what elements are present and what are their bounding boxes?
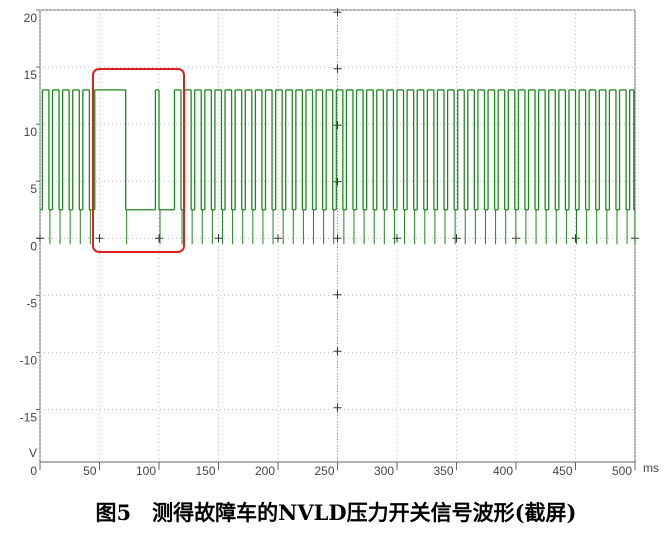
x-tick-label: 50 xyxy=(83,464,97,478)
crosshair xyxy=(333,403,342,412)
crosshair xyxy=(333,121,342,130)
x-tick-label: 500 xyxy=(612,464,632,478)
x-tick-label: 350 xyxy=(433,464,453,478)
y-unit: V xyxy=(29,446,37,460)
crosshair xyxy=(571,234,580,243)
y-tick-label: 10 xyxy=(24,125,38,139)
crosshair xyxy=(274,234,282,243)
y-tick-label: 0 xyxy=(30,239,37,253)
x-tick-label: 250 xyxy=(314,464,334,478)
crosshair xyxy=(333,290,342,299)
grid xyxy=(36,8,639,470)
x-tick-label: 0 xyxy=(30,464,37,478)
x-tick-label: 100 xyxy=(136,464,156,478)
x-tick-label: 300 xyxy=(374,464,394,478)
crosshair xyxy=(333,177,342,186)
y-tick-label: 5 xyxy=(30,182,37,196)
x-tick-label: 200 xyxy=(255,464,275,478)
y-tick-label: -10 xyxy=(20,353,38,367)
crosshair xyxy=(95,234,104,243)
y-tick-label: -5 xyxy=(26,296,37,310)
x-unit: ms xyxy=(643,461,659,475)
caption: 图5 测得故障车的NVLD压力开关信号波形(截屏) xyxy=(96,500,577,525)
y-tick-label: 20 xyxy=(24,11,38,25)
crosshair xyxy=(333,347,342,356)
crosshair xyxy=(155,234,163,243)
crosshair xyxy=(333,64,342,73)
crosshair xyxy=(333,8,342,17)
x-tick-label: 400 xyxy=(493,464,513,478)
x-tick-label: 450 xyxy=(552,464,572,478)
highlight-box xyxy=(92,68,185,253)
crosshair xyxy=(333,234,342,243)
crosshair xyxy=(36,234,44,243)
waveform xyxy=(40,89,636,245)
crosshair xyxy=(452,234,461,243)
crosshair xyxy=(214,234,223,243)
y-tick-label: -15 xyxy=(20,410,38,424)
y-tick-label: 15 xyxy=(24,68,38,82)
x-tick-label: 150 xyxy=(195,464,215,478)
